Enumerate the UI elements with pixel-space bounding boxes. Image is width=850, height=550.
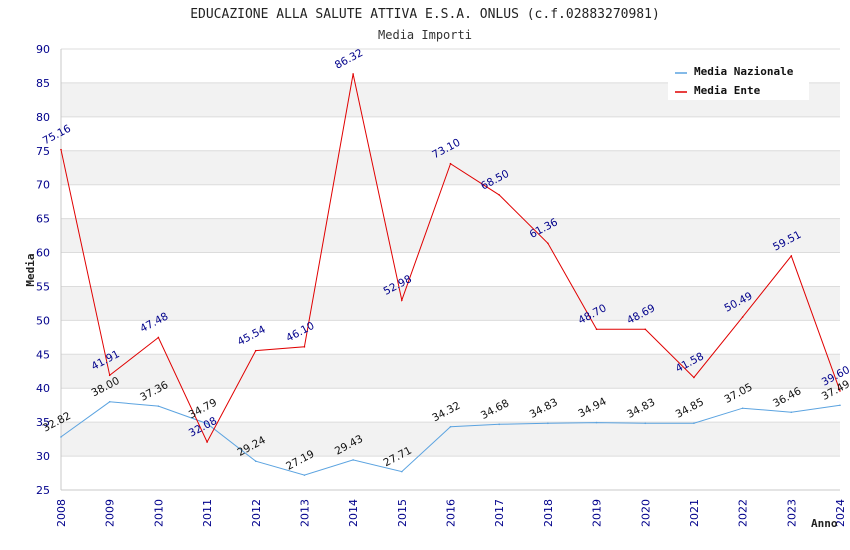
- x-tick-label: 2019: [591, 499, 604, 527]
- y-axis-label: Media: [24, 253, 37, 286]
- data-point: [401, 299, 403, 301]
- grid-band: [61, 354, 840, 389]
- data-point: [108, 401, 111, 403]
- x-tick-label: 2014: [347, 499, 360, 527]
- x-axis-label: Anno: [811, 517, 838, 530]
- x-tick-label: 2024: [834, 499, 847, 527]
- data-point: [498, 423, 500, 426]
- x-tick-label: 2012: [250, 499, 263, 527]
- data-point: [741, 316, 744, 318]
- data-label: 75.16: [41, 122, 73, 147]
- data-point: [254, 349, 257, 352]
- data-point: [449, 425, 452, 428]
- grid-band: [61, 218, 840, 253]
- data-point: [303, 474, 306, 476]
- data-point: [352, 73, 354, 75]
- x-tick-label: 2020: [639, 499, 652, 527]
- x-axis-ticks: 2008 2009 2010 2011 2012 2013 2014 2015 2016 2017…: [55, 499, 847, 527]
- data-point: [839, 404, 841, 407]
- y-tick-label: 65: [36, 213, 50, 226]
- data-point: [644, 328, 647, 331]
- y-tick-label: 45: [36, 348, 50, 361]
- data-point: [790, 255, 793, 257]
- y-tick-label: 75: [36, 145, 50, 158]
- legend-box: [668, 60, 809, 100]
- data-label: 45.54: [236, 323, 268, 348]
- data-point: [839, 390, 841, 392]
- y-tick-label: 25: [36, 484, 50, 497]
- x-tick-label: 2010: [152, 499, 165, 527]
- data-label: 46.10: [284, 320, 316, 345]
- y-tick-label: 35: [36, 416, 50, 429]
- x-tick-label: 2015: [396, 499, 409, 527]
- x-tick-label: 2023: [785, 499, 798, 527]
- data-label: 34.85: [674, 396, 706, 421]
- chart-title: EDUCAZIONE ALLA SALUTE ATTIVA E.S.A. ONL…: [190, 7, 660, 22]
- x-tick-label: 2013: [298, 499, 311, 527]
- data-point: [741, 407, 744, 410]
- data-point: [790, 411, 793, 414]
- data-label: 34.32: [430, 400, 462, 425]
- data-point: [108, 374, 111, 377]
- legend-label-media-ente: Media Ente: [694, 84, 761, 97]
- x-tick-label: 2022: [737, 499, 750, 527]
- y-tick-label: 80: [36, 111, 50, 124]
- series-layer: [60, 73, 841, 476]
- legend-label-media-nazionale: Media Nazionale: [694, 65, 794, 78]
- data-label: 34.83: [625, 396, 657, 421]
- data-point: [352, 459, 354, 461]
- y-axis-ticks: 25 30 35 40 45 50 55 60 65 70 75 80 85 90: [36, 43, 50, 497]
- data-point: [254, 460, 257, 463]
- y-tick-label: 90: [36, 43, 50, 56]
- data-point: [547, 242, 549, 245]
- grid-band: [61, 286, 840, 321]
- x-tick-label: 2016: [445, 499, 458, 527]
- data-point: [693, 422, 695, 424]
- data-label: 34.83: [528, 396, 560, 421]
- data-point: [206, 441, 208, 443]
- y-tick-label: 60: [36, 247, 50, 260]
- data-point: [595, 421, 598, 424]
- data-point: [498, 194, 500, 196]
- data-point: [206, 422, 208, 425]
- data-point: [60, 148, 62, 151]
- chart-subtitle: Media Importi: [378, 28, 472, 42]
- grid-band: [61, 150, 840, 185]
- data-point: [401, 470, 403, 473]
- x-tick-label: 2017: [493, 499, 506, 527]
- y-tick-label: 50: [36, 314, 50, 327]
- y-tick-label: 55: [36, 280, 50, 293]
- x-tick-label: 2009: [104, 499, 117, 527]
- data-label: 34.68: [479, 397, 511, 422]
- data-point: [157, 405, 160, 407]
- axes: [60, 49, 840, 491]
- data-point: [595, 328, 598, 331]
- y-tick-label: 30: [36, 450, 50, 463]
- x-tick-label: 2008: [55, 499, 68, 527]
- data-point: [303, 346, 306, 348]
- data-point: [157, 336, 160, 339]
- data-label: 36.46: [771, 385, 803, 410]
- data-label: 34.94: [576, 395, 608, 420]
- data-point: [60, 436, 62, 438]
- x-tick-label: 2018: [542, 499, 555, 527]
- data-point: [693, 376, 695, 379]
- y-tick-label: 40: [36, 382, 50, 395]
- x-tick-label: 2021: [688, 499, 701, 527]
- x-tick-label: 2011: [201, 499, 214, 527]
- data-point: [449, 162, 452, 165]
- legend: Media Nazionale Media Ente: [668, 60, 809, 100]
- data-point: [644, 422, 647, 425]
- data-label: 86.32: [333, 47, 365, 72]
- data-point: [547, 422, 549, 425]
- y-tick-label: 85: [36, 77, 50, 90]
- grid-band: [61, 422, 840, 457]
- y-tick-label: 70: [36, 179, 50, 192]
